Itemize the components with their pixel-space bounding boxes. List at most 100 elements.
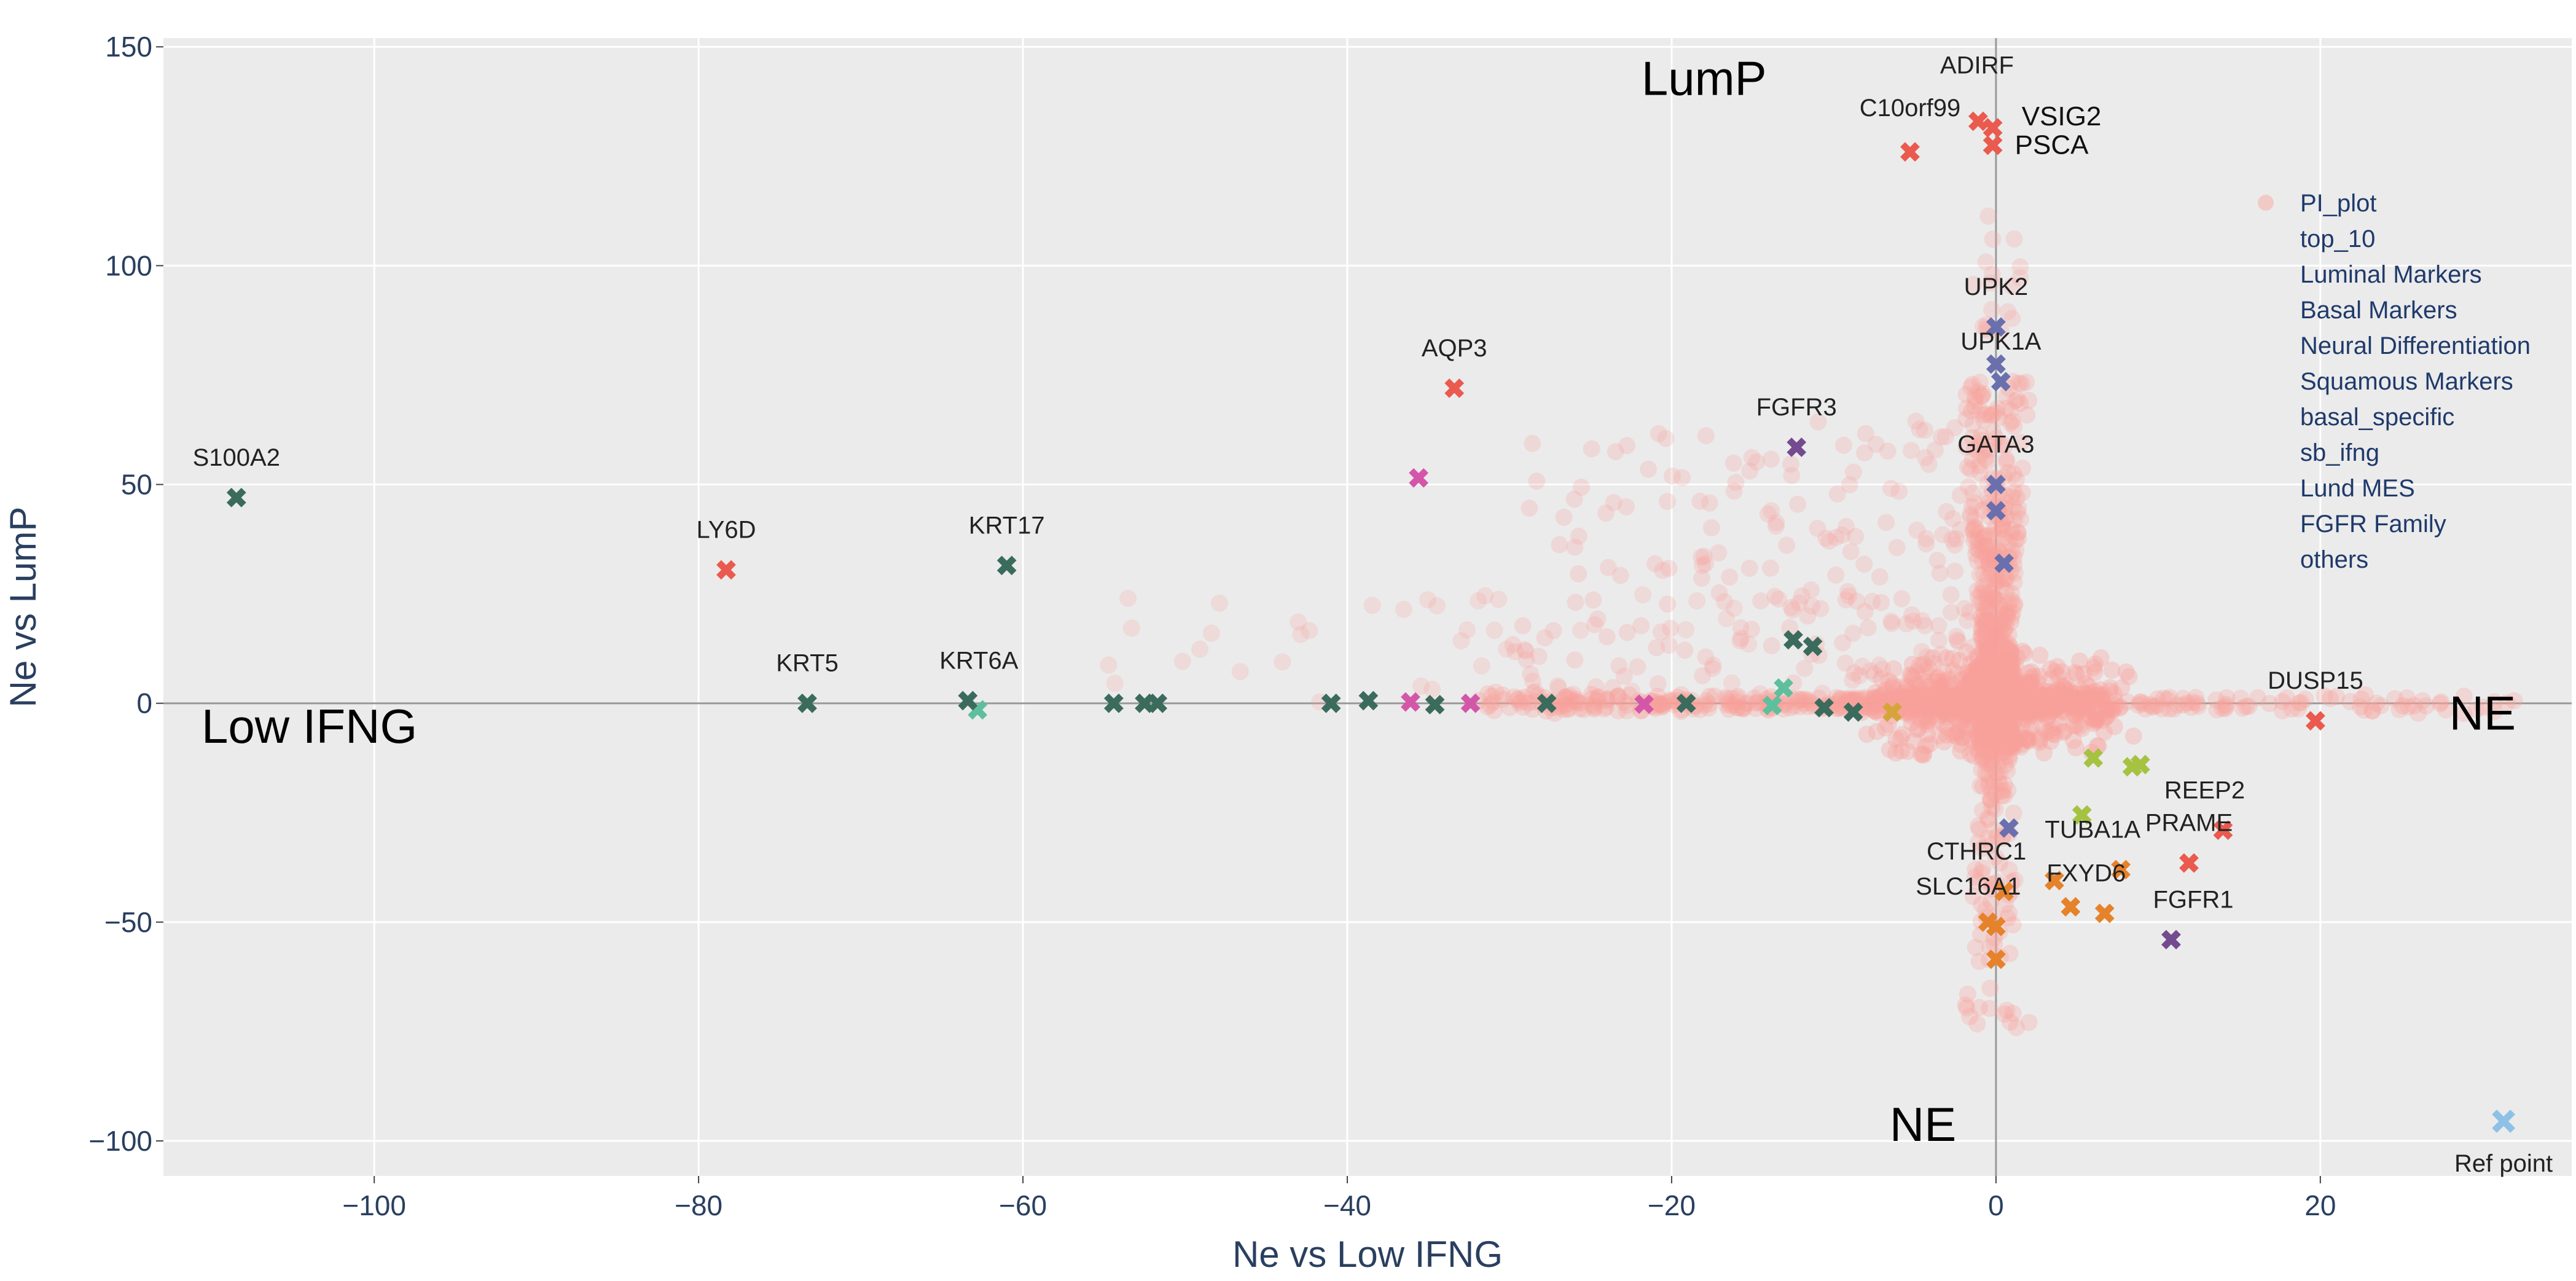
- pi-plot-point: [1924, 686, 1941, 704]
- pi-plot-point: [1935, 716, 1953, 734]
- legend-item-label: top_10: [2300, 225, 2375, 253]
- pi-plot-point: [1979, 697, 1997, 715]
- pi-plot-point: [1732, 619, 1750, 637]
- pi-plot-point: [1987, 706, 2005, 724]
- pi-plot-point: [2056, 722, 2073, 740]
- pi-plot-point: [1971, 686, 1989, 704]
- region-label: NE: [1890, 1097, 1956, 1151]
- pi-plot-point: [1739, 694, 1757, 711]
- pi-plot-point: [1950, 701, 1968, 719]
- pi-plot-point: [1985, 716, 2003, 734]
- pi-plot-point: [1994, 708, 2011, 726]
- pi-plot-point: [1866, 684, 1884, 702]
- pi-plot-point: [1778, 536, 1796, 554]
- pi-plot-point: [1936, 697, 1954, 714]
- pi-plot-point: [2060, 698, 2078, 716]
- pi-plot-point: [1985, 694, 2003, 712]
- pi-plot-point: [2027, 694, 2045, 711]
- pi-plot-point: [2038, 723, 2056, 741]
- pi-plot-point: [2002, 692, 2020, 710]
- pi-plot-point: [1989, 694, 2007, 712]
- pi-plot-point: [1983, 739, 2000, 757]
- legend-item-label: Basal Markers: [2300, 297, 2457, 324]
- pi-plot-point: [2027, 707, 2044, 725]
- pi-plot-point: [1528, 472, 1546, 490]
- pi-plot-point: [1697, 648, 1715, 666]
- pi-plot-point: [1917, 673, 1935, 691]
- x-tick-label: −40: [1323, 1189, 1371, 1221]
- pi-plot-point: [2086, 683, 2104, 700]
- pi-plot-point: [1984, 695, 2002, 713]
- pi-plot-point: [1789, 495, 1807, 513]
- pi-plot-point: [1986, 576, 2004, 593]
- gene-label: AQP3: [1422, 335, 1487, 362]
- pi-plot-point: [2019, 693, 2037, 711]
- pi-plot-point: [1951, 652, 1968, 670]
- pi-plot-point: [1657, 429, 1675, 447]
- pi-plot-point: [1610, 657, 1628, 675]
- pi-plot-point: [1868, 723, 1885, 740]
- pi-plot-point: [1984, 230, 2002, 248]
- pi-plot-point: [1965, 694, 1983, 712]
- pi-plot-point: [1989, 699, 2006, 716]
- pi-plot-point: [1954, 689, 1972, 707]
- pi-plot-point: [1958, 669, 1976, 686]
- pi-plot-point: [1978, 691, 1996, 709]
- pi-plot-point: [1912, 694, 1929, 712]
- pi-plot-point: [1498, 640, 1516, 658]
- pi-plot-point: [2107, 697, 2125, 715]
- gene-label: CTHRC1: [1927, 838, 2026, 865]
- pi-plot-point: [2005, 695, 2022, 713]
- pi-plot-point: [1927, 441, 1944, 459]
- pi-plot-point: [1978, 680, 1995, 698]
- pi-plot-point: [2019, 674, 2037, 692]
- pi-plot-point: [1866, 702, 1884, 720]
- pi-plot-point: [1975, 699, 1993, 716]
- pi-plot-point: [1977, 662, 1995, 680]
- pi-plot-point: [1970, 670, 1988, 688]
- pi-plot-point: [1874, 686, 1892, 704]
- pi-plot-point: [1984, 665, 2002, 683]
- pi-plot-point: [2001, 738, 2019, 756]
- pi-plot-point: [1994, 697, 2012, 715]
- pi-plot-point: [1723, 674, 1740, 692]
- pi-plot-point: [1922, 691, 1940, 709]
- pi-plot-point: [1979, 695, 1997, 713]
- pi-plot-point: [2050, 716, 2068, 734]
- pi-plot-point: [1992, 696, 2009, 714]
- pi-plot-point: [1980, 700, 1997, 718]
- pi-plot-point: [1976, 688, 1994, 706]
- pi-plot-point: [1985, 656, 2003, 673]
- pi-plot-point: [1989, 697, 2006, 715]
- pi-plot-point: [1917, 695, 1935, 713]
- pi-plot-point: [2035, 694, 2053, 711]
- pi-plot-point: [1486, 621, 1503, 639]
- pi-plot-point: [1122, 619, 1140, 637]
- pi-plot-point: [2013, 702, 2031, 719]
- pi-plot-point: [1955, 696, 1973, 714]
- pi-plot-point: [1992, 675, 2010, 692]
- region-label: LumP: [1642, 52, 1767, 106]
- pi-plot-point: [1951, 680, 1968, 698]
- pi-plot-point: [1989, 711, 2007, 728]
- pi-plot-point: [2003, 695, 2021, 713]
- pi-plot-point: [2005, 731, 2022, 748]
- pi-plot-point: [2051, 697, 2069, 715]
- pi-plot-point: [2008, 697, 2026, 715]
- axis-ticks: −100 −80 −60 −40 −20 0 20 −100 −50 0 50 100 150: [88, 31, 2336, 1221]
- pi-plot-point: [1935, 663, 1952, 681]
- pi-plot-point: [1975, 651, 1993, 668]
- pi-plot-point: [2417, 697, 2435, 715]
- pi-plot-point: [1855, 555, 1873, 573]
- pi-plot-point: [1985, 665, 2003, 683]
- pi-plot-point: [2008, 1019, 2026, 1036]
- pi-plot-point: [2021, 675, 2038, 692]
- pi-plot-point: [2004, 674, 2022, 692]
- pi-plot-point: [1992, 700, 2010, 718]
- pi-plot-point: [1920, 695, 1938, 713]
- pi-plot-point: [1981, 979, 1999, 997]
- pi-plot-point: [1761, 559, 1779, 577]
- pi-plot-point: [2004, 682, 2022, 700]
- pi-plot-point: [1476, 587, 1494, 605]
- pi-plot-point: [1960, 706, 1978, 724]
